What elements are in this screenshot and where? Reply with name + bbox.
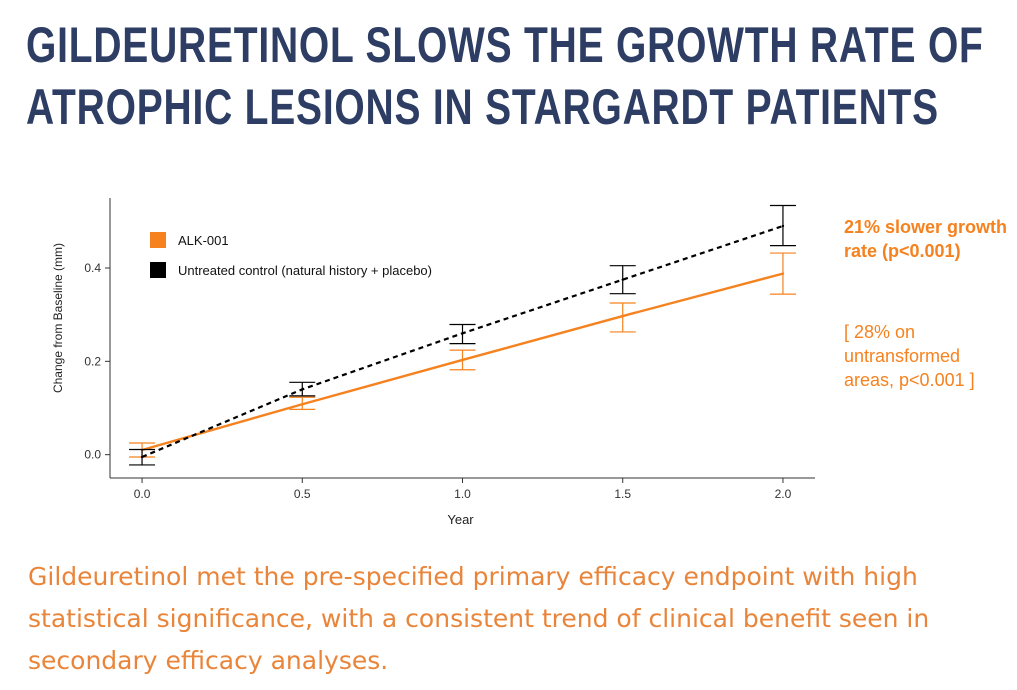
x-axis-label: Year <box>447 512 474 527</box>
axes: 0.0 0.5 1.0 1.5 2.0 0.0 0.2 0.4 Year Change from … <box>51 198 815 527</box>
growth-rate-annotation: 21% slower growth rate (p<0.001) <box>844 217 1008 261</box>
legend: ALK-001 Untreated control (natural histor… <box>150 232 432 278</box>
series-untreated-control <box>129 204 796 466</box>
data-point <box>461 332 464 335</box>
legend-swatch <box>150 232 166 248</box>
data-point <box>781 224 785 228</box>
slide-title: GILDEURETINOL SLOWS THE GROWTH RATE OF A… <box>26 17 984 135</box>
data-point <box>140 455 144 459</box>
data-point <box>301 403 304 406</box>
legend-label: ALK-001 <box>178 233 229 248</box>
y-axis-label: Change from Baseline (mm) <box>51 243 65 393</box>
data-point <box>781 272 785 275</box>
x-tick-label: 0.5 <box>294 487 311 501</box>
x-tick-label: 0.0 <box>134 487 151 501</box>
data-point <box>461 358 464 362</box>
data-point <box>301 388 304 391</box>
x-tick-label: 2.0 <box>775 487 792 501</box>
series-group <box>129 204 796 466</box>
conclusion-text: Gildeuretinol met the pre-specified prim… <box>28 562 930 675</box>
legend-swatch <box>150 262 166 278</box>
series-alk-001 <box>129 252 796 458</box>
y-tick-label: 0.0 <box>84 448 101 462</box>
x-tick-label: 1.0 <box>454 487 471 501</box>
legend-label: Untreated control (natural history + pla… <box>178 263 432 278</box>
untransformed-annotation: [ 28% on untransformed areas, p<0.001 ] <box>844 322 975 390</box>
x-tick-label: 1.5 <box>614 487 631 501</box>
efficacy-chart: 0.0 0.5 1.0 1.5 2.0 0.0 0.2 0.4 Year Change from … <box>51 198 815 527</box>
y-tick-label: 0.2 <box>84 354 101 368</box>
data-point <box>621 278 624 281</box>
y-tick-label: 0.4 <box>84 261 101 275</box>
data-point <box>621 314 624 318</box>
